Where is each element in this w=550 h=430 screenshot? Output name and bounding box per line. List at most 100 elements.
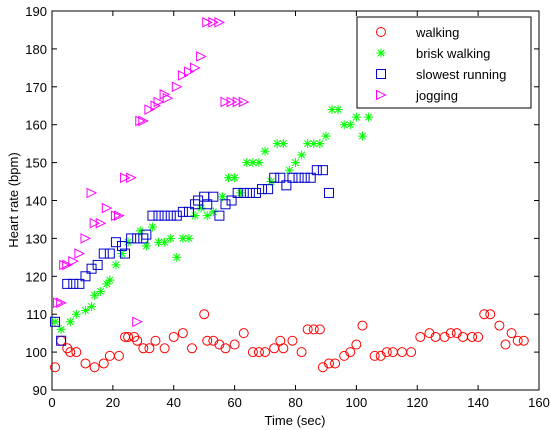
data-point bbox=[357, 320, 368, 331]
y-axis-label: Heart rate (bpm) bbox=[6, 152, 21, 247]
data-point bbox=[71, 347, 82, 358]
data-point bbox=[439, 331, 450, 342]
data-point bbox=[74, 278, 85, 289]
data-point bbox=[451, 328, 462, 339]
data-point bbox=[65, 347, 76, 358]
data-point bbox=[333, 105, 343, 115]
data-point bbox=[196, 203, 206, 213]
data-point bbox=[260, 347, 271, 358]
data-point bbox=[330, 358, 341, 369]
data-point bbox=[253, 347, 264, 358]
data-point bbox=[62, 343, 73, 354]
data-point bbox=[445, 328, 456, 339]
data-point bbox=[254, 158, 264, 168]
data-point bbox=[92, 259, 103, 270]
data-point bbox=[369, 350, 380, 361]
data-point bbox=[247, 347, 258, 358]
y-tick-label: 180 bbox=[25, 42, 47, 57]
data-point bbox=[299, 172, 310, 183]
data-point bbox=[308, 324, 319, 335]
data-point bbox=[177, 206, 188, 217]
data-point bbox=[226, 195, 237, 206]
data-point bbox=[80, 305, 90, 315]
data-point bbox=[105, 275, 115, 285]
data-point bbox=[132, 335, 143, 346]
data-point bbox=[323, 358, 334, 369]
data-point bbox=[56, 324, 66, 334]
data-point bbox=[68, 255, 79, 267]
x-tick-label: 160 bbox=[528, 395, 550, 410]
legend-item: slowest running bbox=[376, 67, 506, 82]
data-point bbox=[229, 339, 240, 350]
data-point bbox=[89, 217, 101, 229]
x-tick-label: 40 bbox=[167, 395, 181, 410]
data-point bbox=[183, 66, 195, 77]
y-tick-label: 110 bbox=[26, 307, 47, 322]
data-point bbox=[275, 172, 286, 183]
data-point bbox=[166, 233, 176, 243]
data-point bbox=[68, 278, 79, 289]
data-point bbox=[104, 248, 115, 259]
data-point bbox=[339, 120, 349, 130]
data-point bbox=[302, 324, 313, 335]
data-point bbox=[351, 339, 362, 350]
data-point bbox=[123, 237, 133, 247]
legend: walking brisk walking slowest running joggi… bbox=[356, 16, 532, 109]
data-point bbox=[172, 252, 182, 262]
data-point bbox=[214, 339, 225, 350]
data-point bbox=[113, 350, 124, 361]
legend-marker bbox=[376, 89, 387, 101]
data-point bbox=[160, 237, 170, 247]
legend-label: jogging bbox=[415, 88, 458, 103]
legend-item: brisk walking bbox=[376, 46, 490, 61]
data-point bbox=[154, 237, 164, 247]
data-point bbox=[120, 248, 131, 259]
data-point bbox=[224, 173, 234, 183]
x-tick-label: 80 bbox=[288, 395, 302, 410]
data-point bbox=[512, 335, 523, 346]
data-point bbox=[518, 335, 529, 346]
data-point bbox=[113, 210, 125, 221]
data-point bbox=[311, 165, 322, 176]
data-point bbox=[190, 211, 200, 221]
data-point bbox=[345, 347, 356, 358]
data-point bbox=[86, 187, 98, 199]
data-point bbox=[138, 233, 149, 244]
data-point bbox=[214, 210, 225, 221]
data-point bbox=[293, 172, 304, 183]
data-point bbox=[199, 309, 210, 320]
y-tick-label: 170 bbox=[25, 80, 47, 95]
data-point bbox=[110, 237, 121, 248]
data-point bbox=[309, 139, 319, 149]
data-markers bbox=[50, 17, 529, 373]
y-tick-label: 150 bbox=[25, 156, 47, 171]
data-point bbox=[153, 96, 165, 108]
data-point bbox=[220, 343, 231, 354]
data-point bbox=[321, 131, 331, 141]
data-point bbox=[53, 297, 64, 309]
data-point bbox=[90, 290, 100, 300]
data-point bbox=[132, 316, 143, 328]
data-point bbox=[500, 339, 511, 350]
data-point bbox=[287, 335, 298, 346]
data-point bbox=[202, 211, 212, 221]
y-tick-label: 100 bbox=[25, 345, 47, 360]
data-point bbox=[351, 112, 361, 122]
data-point bbox=[135, 226, 145, 236]
data-point bbox=[129, 331, 140, 342]
legend-label: walking bbox=[415, 25, 459, 40]
data-point bbox=[147, 222, 157, 232]
data-point bbox=[184, 233, 194, 243]
data-point bbox=[314, 324, 325, 335]
data-point bbox=[65, 317, 75, 327]
data-point bbox=[244, 187, 255, 198]
data-point bbox=[375, 350, 386, 361]
data-point bbox=[80, 233, 92, 244]
data-point bbox=[95, 217, 107, 229]
data-point bbox=[153, 210, 164, 221]
y-tick-label: 130 bbox=[25, 231, 47, 246]
x-tick-label: 140 bbox=[467, 395, 489, 410]
data-point bbox=[232, 187, 243, 198]
data-point bbox=[272, 139, 282, 149]
data-point bbox=[86, 263, 97, 274]
